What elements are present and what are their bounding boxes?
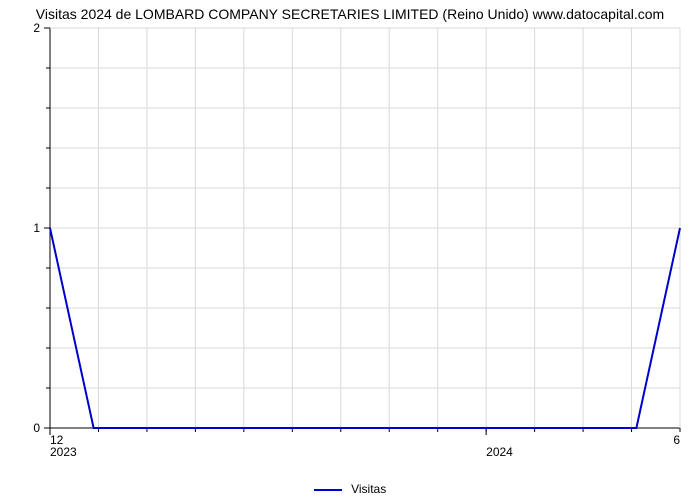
- y-tick-label: 1: [33, 221, 40, 235]
- legend-swatch: [314, 489, 342, 491]
- legend: Visitas: [0, 482, 700, 496]
- chart-container: Visitas 2024 de LOMBARD COMPANY SECRETAR…: [0, 0, 700, 500]
- x-major-label: 2023: [50, 445, 77, 459]
- legend-label: Visitas: [351, 482, 386, 496]
- x-sublabel-left: 12: [50, 433, 64, 447]
- chart-svg: 01220232024126: [0, 0, 700, 470]
- y-tick-label: 2: [33, 21, 40, 35]
- x-sublabel-right: 6: [673, 433, 680, 447]
- y-tick-label: 0: [33, 421, 40, 435]
- x-major-label: 2024: [486, 445, 513, 459]
- chart-title: Visitas 2024 de LOMBARD COMPANY SECRETAR…: [0, 6, 700, 22]
